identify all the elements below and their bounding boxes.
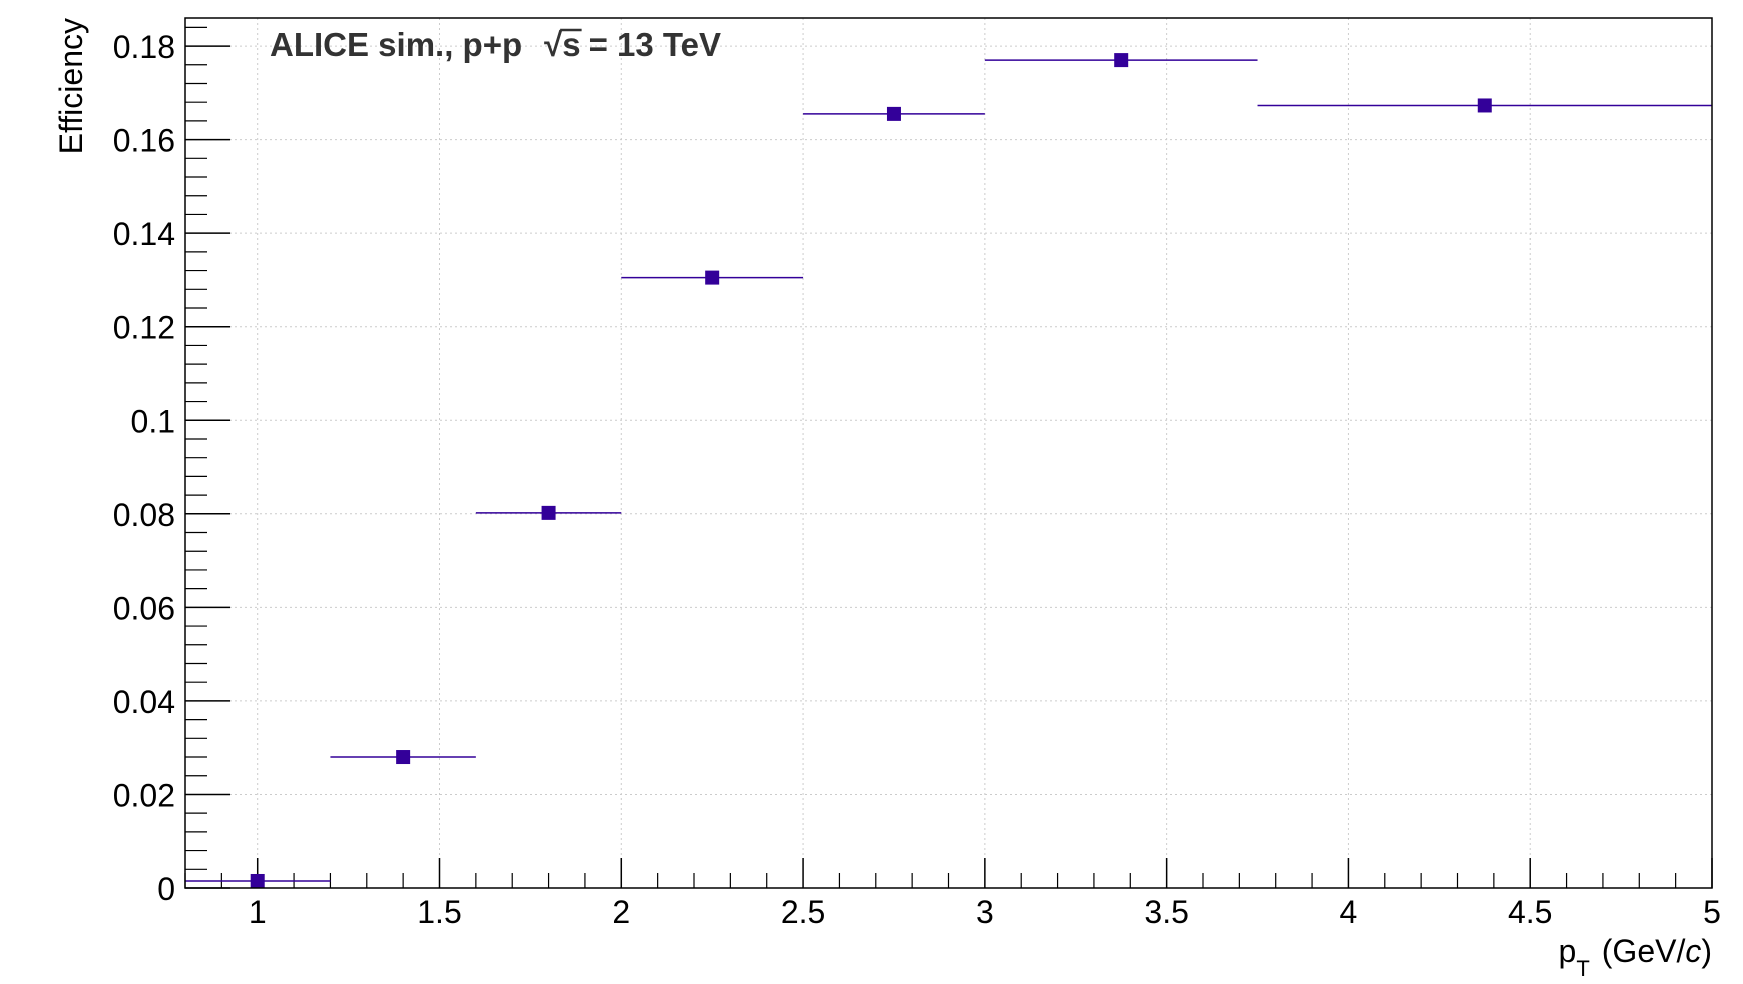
x-axis-label-unit: (GeV/ bbox=[1602, 933, 1686, 969]
data-point bbox=[1477, 98, 1492, 113]
data-markers bbox=[250, 53, 1492, 888]
annotation-suffix: = 13 TeV bbox=[589, 26, 721, 63]
data-point bbox=[1114, 53, 1129, 68]
axis-ticks bbox=[184, 26, 1713, 889]
y-tick-label: 0.16 bbox=[113, 123, 175, 159]
y-tick-label: 0.12 bbox=[113, 310, 175, 346]
x-tick-label: 2 bbox=[612, 894, 630, 930]
x-axis-label-unit-close: ) bbox=[1701, 933, 1712, 969]
x-axis-label-main: p bbox=[1559, 933, 1577, 969]
x-tick-label: 1.5 bbox=[417, 894, 461, 930]
plot-frame bbox=[184, 17, 1713, 889]
x-tick-label: 5 bbox=[1703, 894, 1721, 930]
y-tick-label: 0.04 bbox=[113, 684, 175, 720]
annotation-sqrt-sign: √ bbox=[544, 26, 563, 63]
y-tick-label: 0.1 bbox=[131, 403, 175, 439]
y-axis-label: Efficiency bbox=[53, 18, 89, 154]
y-tick-label: 0.08 bbox=[113, 497, 175, 533]
x-tick-label: 3.5 bbox=[1144, 894, 1188, 930]
x-axis-label-unit-italic: c bbox=[1685, 933, 1701, 969]
data-point bbox=[541, 505, 556, 520]
annotation-sqrt-var: s bbox=[562, 26, 580, 63]
x-tick-label: 4.5 bbox=[1508, 894, 1552, 930]
chart-annotation: ALICE sim., p+p √s = 13 TeV bbox=[270, 26, 721, 63]
y-tick-label: 0.06 bbox=[113, 590, 175, 626]
x-axis-label-subscript: T bbox=[1576, 956, 1589, 981]
annotation-prefix: ALICE sim., p+p bbox=[270, 26, 522, 63]
x-tick-label: 3 bbox=[976, 894, 994, 930]
tick-labels: 1 1.5 2 2.5 3 3.5 4 4.5 5 0 0.02 0.04 0.06 0.08 0.1 0.1… bbox=[113, 29, 1721, 930]
x-error-bars bbox=[185, 59, 1712, 882]
y-tick-label: 0.14 bbox=[113, 216, 175, 252]
y-tick-label: 0.18 bbox=[113, 29, 175, 65]
y-tick-label: 0.02 bbox=[113, 777, 175, 813]
data-point bbox=[886, 106, 901, 121]
data-point bbox=[705, 270, 720, 285]
x-axis-label: pT (GeV/c) bbox=[1559, 933, 1712, 981]
x-tick-label: 2.5 bbox=[781, 894, 825, 930]
x-tick-label: 4 bbox=[1340, 894, 1358, 930]
y-tick-label: 0 bbox=[157, 871, 175, 907]
x-tick-label: 1 bbox=[249, 894, 267, 930]
data-point bbox=[396, 750, 411, 765]
data-point bbox=[250, 873, 265, 888]
